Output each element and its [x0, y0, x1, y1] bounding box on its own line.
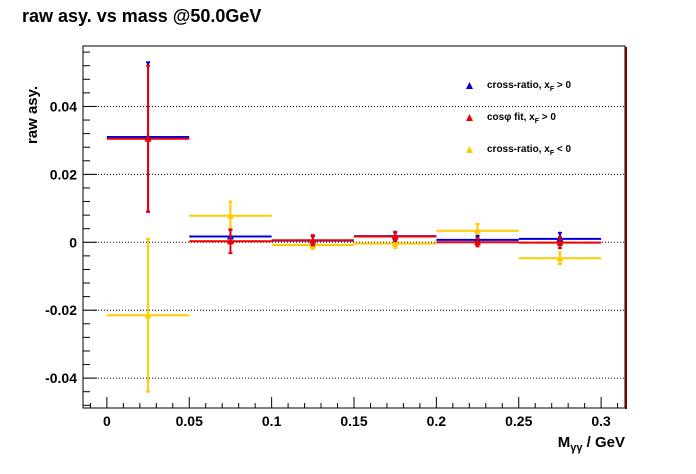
x-tick-label: 0: [103, 413, 111, 429]
legend-label-rest: > 0: [539, 112, 556, 123]
y-tick-label: -0.02: [45, 302, 77, 318]
x-axis-label: Mγγ / GeV: [558, 434, 625, 454]
y-tick-label: 0: [69, 234, 77, 250]
x-tick-label: 0.05: [176, 413, 203, 429]
y-tick-label: -0.04: [45, 370, 77, 386]
x-tick-label: 0.2: [427, 413, 447, 429]
data-point: [226, 212, 234, 219]
x-tick-label: 0.1: [262, 413, 282, 429]
data-series: [106, 61, 602, 393]
legend-label: cross-ratio, x: [487, 80, 550, 91]
legend-label-rest: < 0: [554, 144, 571, 155]
legend-entry: cross-ratio, xF < 0: [487, 144, 571, 157]
x-axis-label-main: M: [558, 434, 571, 451]
data-point: [144, 135, 152, 142]
x-tick-label: 0.3: [591, 413, 611, 429]
data-point: [391, 233, 399, 240]
legend-marker: [466, 146, 473, 153]
legend-marker: [466, 114, 473, 121]
chart-title: raw asy. vs mass @50.0GeV: [22, 6, 261, 26]
legend-label: cosφ fit, x: [487, 112, 535, 123]
data-point: [474, 238, 482, 246]
data-point: [309, 236, 317, 244]
x-axis-label-rest: / GeV: [582, 434, 625, 451]
x-axis-ticks: 0 0.05 0.1 0.15 0.2 0.25 0.3: [89, 397, 619, 429]
x-axis-label-sub: γγ: [570, 442, 583, 454]
series-1: [106, 64, 602, 255]
data-point: [556, 239, 564, 246]
legend-label-sub: F: [550, 150, 555, 157]
plot-frame: [82, 45, 626, 409]
data-point: [474, 227, 482, 234]
legend-entry: cosφ fit, xF > 0: [487, 112, 556, 125]
x-tick-label: 0.15: [340, 413, 367, 429]
x-tick-label: 0.25: [505, 413, 532, 429]
y-axis-ticks: 0.04 0.02 0 -0.02 -0.04: [45, 51, 97, 406]
legend-marker: [466, 82, 473, 89]
y-tick-label: 0.04: [50, 98, 77, 114]
data-point: [391, 240, 399, 247]
data-point: [144, 311, 152, 319]
legend-label: cross-ratio, x: [487, 144, 550, 155]
y-axis-label: raw asy.: [24, 86, 41, 144]
data-point: [556, 254, 564, 262]
data-point: [226, 237, 234, 245]
legend-label-rest: > 0: [554, 80, 571, 91]
y-tick-label: 0.02: [50, 166, 77, 182]
legend-label-sub: F: [535, 118, 540, 125]
grid-lines: [83, 105, 625, 379]
legend-label-sub: F: [550, 86, 555, 93]
legend-entry: cross-ratio, xF > 0: [487, 80, 571, 93]
